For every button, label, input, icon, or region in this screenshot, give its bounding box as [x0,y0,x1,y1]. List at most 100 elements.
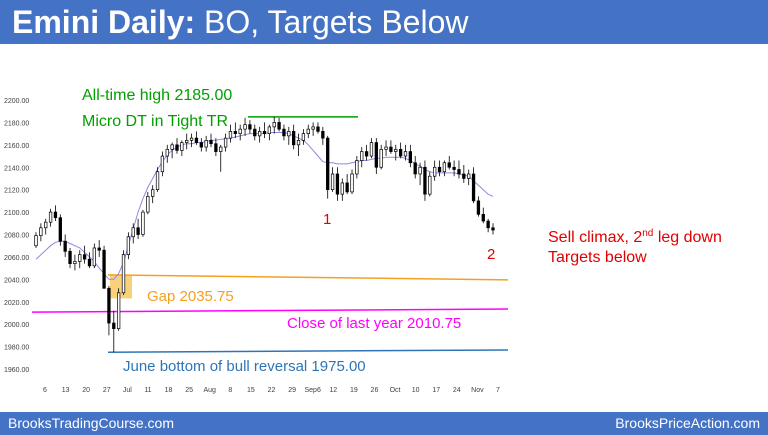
bear-candle-body [462,173,466,179]
candle [243,117,247,136]
bear-candle-body [486,220,490,229]
bull-candle-body [360,151,364,161]
candle [107,286,111,336]
bear-candle-body [491,227,495,231]
candle [219,144,223,172]
bear-candle-body [63,240,67,252]
gap-rect [110,274,132,299]
candle [296,133,301,157]
bull-candle-body [379,148,383,168]
candle [223,133,228,152]
candle [345,173,349,195]
footer-right-link[interactable]: BrooksPriceAction.com [615,415,760,431]
page-title: Emini Daily: BO, Targets Below [12,2,468,42]
title-rest: BO, Targets Below [204,4,469,40]
x-tick-label: Nov [471,387,484,394]
candle [73,254,77,271]
x-tick-label: 12 [329,387,337,394]
leg-2-label: 2 [487,246,495,263]
bull-candle-body [267,126,272,134]
bear-candle-body [364,151,369,157]
x-tick-label: 19 [350,387,358,394]
bull-candle-body [116,292,121,330]
all-time-high-label: All-time high 2185.00 [82,87,232,104]
candle [452,160,456,177]
bear-candle-body [175,144,179,151]
price-chart: 1960.00 1980.00 2000.00 2020.00 2040.00 2060.… [4,87,722,394]
candle [63,234,67,257]
candle [462,165,466,183]
y-tick-label: 2040.00 [4,277,29,284]
bear-candle-body [452,166,456,170]
candle [301,129,306,145]
candle [121,250,126,296]
bull-candle-body [238,128,242,134]
candle [48,208,53,227]
candle [248,120,252,134]
candle [408,144,413,168]
candle [360,147,364,168]
footer-left-link[interactable]: BrooksTradingCourse.com [8,415,174,431]
bear-candle-body [282,128,286,137]
candle [364,144,369,161]
y-tick-label: 2000.00 [4,322,29,329]
candle [253,124,257,141]
candle [262,122,267,139]
bull-candle-body [170,144,174,150]
bull-candle-body [311,126,315,130]
candle [398,142,403,159]
june-bottom-line [107,349,509,353]
x-tick-label: Jul [123,387,132,394]
bear-candle-body [476,200,481,215]
bear-candle-body [326,137,330,191]
bull-candle-body [155,171,160,191]
bear-candle-body [413,162,417,175]
candle [471,167,476,204]
candle [369,138,374,159]
candle [326,135,330,199]
x-tick-label: 25 [185,387,193,394]
candle [238,124,242,141]
candle [194,131,199,145]
x-tick-label: 24 [453,387,461,394]
candle [233,122,237,139]
bear-candle-body [262,131,267,134]
candle [287,126,291,145]
bull-candle-body [189,137,194,141]
candle [413,156,417,179]
bull-candle-body [394,148,398,152]
micro-dt-label: Micro DT in Tight TR [82,113,228,130]
bull-candle-body [330,173,335,191]
y-tick-label: 2020.00 [4,300,29,307]
bull-candle-body [141,211,145,235]
candle [457,160,461,179]
footer-banner: BrooksTradingCourse.com BrooksPriceActio… [0,412,768,435]
candle [389,140,393,154]
x-tick-label: Sep6 [305,387,321,394]
y-tick-label: 1960.00 [4,367,29,374]
candle [228,124,233,143]
candle [204,135,208,152]
x-tick-label: 8 [228,387,232,394]
bull-candle-body [121,254,126,294]
x-tick-label: 15 [247,387,255,394]
bear-candle-body [437,166,442,173]
candle [189,133,194,148]
candle [316,122,320,134]
y-tick-label: 2080.00 [4,233,29,240]
bull-candle-body [146,196,150,213]
x-tick-label: 27 [103,387,111,394]
bull-candle-body [340,182,344,195]
bull-candle-body [350,173,354,193]
bull-candle-body [92,247,96,267]
bear-candle-body [481,213,485,222]
candle [155,167,160,192]
bear-candle-body [107,287,111,324]
y-tick-label: 2200.00 [4,98,29,105]
candle [350,169,354,195]
bull-candle-body [180,142,184,151]
bear-candle-body [248,124,252,130]
candle [126,232,131,260]
x-tick-label: 22 [268,387,276,394]
candle [82,245,87,264]
